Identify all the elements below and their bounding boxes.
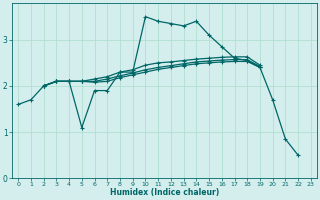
X-axis label: Humidex (Indice chaleur): Humidex (Indice chaleur)	[110, 188, 219, 197]
